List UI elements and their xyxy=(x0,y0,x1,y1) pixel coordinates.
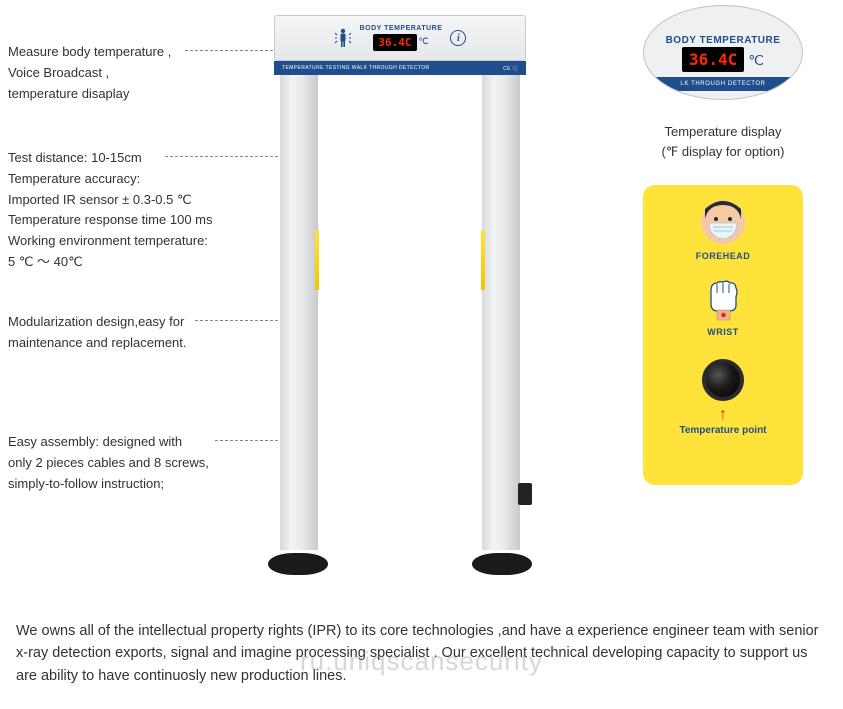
callout-line xyxy=(185,48,283,54)
text: only 2 pieces cables and 8 screws, xyxy=(8,453,238,474)
zoom-circle: BODY TEMPERATURE 36.4C℃ LK THROUGH DETEC… xyxy=(643,5,803,100)
header-reading: BODY TEMPERATURE 36.4C℃ xyxy=(360,25,443,51)
zoom-unit: ℃ xyxy=(748,52,764,68)
text: Easy assembly: designed with xyxy=(8,432,238,453)
zoom-caption: Temperature display (℉ display for optio… xyxy=(633,122,813,161)
person-icon xyxy=(334,27,352,49)
yellow-stripe-icon xyxy=(315,230,319,290)
arrow-up-icon: ↑ xyxy=(719,407,727,423)
text: maintenance and replacement. xyxy=(8,333,238,354)
info-icon: i xyxy=(450,30,466,46)
text: Temperature display xyxy=(633,122,813,142)
text: (℉ display for option) xyxy=(633,142,813,162)
text: Temperature response time 100 ms xyxy=(8,210,238,231)
zoom-title: BODY TEMPERATURE xyxy=(666,35,781,46)
zoom-strip: LK THROUGH DETECTOR xyxy=(644,77,802,91)
wrist-fist-icon xyxy=(703,277,743,321)
footer-paragraph: We owns all of the intellectual property… xyxy=(16,620,827,687)
ce-mark: CE ⓘ xyxy=(503,65,518,72)
unit: ℃ xyxy=(419,36,429,46)
text: simply-to-follow instruction; xyxy=(8,474,238,495)
callout-line xyxy=(165,154,283,160)
text: Temperature accuracy: xyxy=(8,169,238,190)
gate-foot xyxy=(268,553,328,575)
text: temperature disaplay xyxy=(8,84,238,105)
temp-point-label: Temperature point xyxy=(679,425,766,436)
text: Working environment temperature: xyxy=(8,231,238,252)
callout-specs: Test distance: 10-15cm Temperature accur… xyxy=(8,148,238,273)
wrist-label: WRIST xyxy=(707,327,739,337)
text: Imported IR sensor ± 0.3-0.5 ℃ xyxy=(8,190,238,211)
strip-text: TEMPERATURE TESTING WALK THROUGH DETECTO… xyxy=(282,65,430,71)
sensor-lens-icon xyxy=(702,359,744,401)
temperature-display: 36.4C xyxy=(373,34,416,51)
gate-pillar-left xyxy=(280,55,318,550)
zoom-reading: 36.4C xyxy=(682,47,744,72)
gate-foot xyxy=(472,553,532,575)
callout-line xyxy=(215,438,283,444)
forehead-label: FOREHEAD xyxy=(696,251,751,261)
yellow-stripe-icon xyxy=(481,230,485,290)
header-title: BODY TEMPERATURE xyxy=(360,25,443,32)
detector-gate: BODY TEMPERATURE 36.4C℃ i TEMPERATURE TE… xyxy=(280,15,520,575)
gate-header-panel: BODY TEMPERATURE 36.4C℃ i xyxy=(274,15,526,61)
callout-line xyxy=(195,318,283,324)
forehead-face-icon xyxy=(700,199,746,245)
instruction-panel: FOREHEAD WRIST ↑ Temperature point xyxy=(643,185,803,485)
text: 5 ℃ ～ 40℃ xyxy=(8,252,238,273)
side-module-icon xyxy=(518,483,532,505)
gate-pillar-right xyxy=(482,55,520,550)
callout-assembly: Easy assembly: designed with only 2 piec… xyxy=(8,432,238,494)
gate-blue-strip: TEMPERATURE TESTING WALK THROUGH DETECTO… xyxy=(274,61,526,75)
text: Voice Broadcast , xyxy=(8,63,238,84)
